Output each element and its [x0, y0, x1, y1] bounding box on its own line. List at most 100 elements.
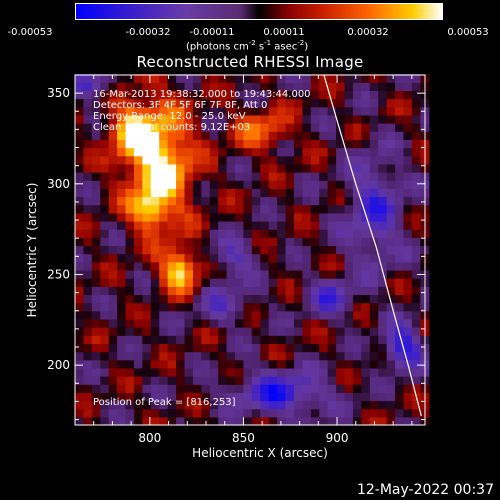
- heatmap-cell: [167, 172, 177, 181]
- heatmap-cell: [117, 367, 127, 377]
- heatmap-cell: [117, 74, 127, 83]
- heatmap-cell: [91, 302, 101, 312]
- heatmap-cell: [218, 237, 228, 247]
- heatmap-cell: [159, 204, 169, 214]
- heatmap-cell: [108, 384, 118, 393]
- heatmap-cell: [277, 294, 287, 304]
- heatmap-cell: [108, 139, 118, 149]
- heatmap-cell: [167, 359, 177, 369]
- heatmap-cell: [293, 204, 303, 214]
- heatmap-cell: [251, 172, 261, 181]
- heatmap-cell: [336, 74, 346, 83]
- heatmap-cell: [100, 98, 110, 108]
- heatmap-cell: [319, 269, 329, 279]
- heatmap-cell: [218, 269, 228, 279]
- heatmap-cell: [302, 139, 312, 149]
- heatmap-cell: [327, 261, 337, 271]
- heatmap-cell: [302, 318, 312, 328]
- heatmap-cell: [268, 147, 278, 157]
- heatmap-cell: [369, 155, 379, 165]
- heatmap-cell: [108, 367, 118, 377]
- heatmap-cell: [310, 416, 320, 426]
- heatmap-cell: [268, 163, 278, 173]
- heatmap-cell: [176, 335, 186, 344]
- heatmap-cell: [310, 196, 320, 206]
- heatmap-cell: [336, 376, 346, 385]
- heatmap-cell: [218, 416, 228, 426]
- heatmap-cell: [201, 359, 211, 369]
- heatmap-cell: [293, 172, 303, 181]
- heatmap-cell: [277, 147, 287, 157]
- heatmap-cell: [83, 220, 93, 230]
- heatmap-cell: [117, 302, 127, 312]
- info-time-range: 16-Mar-2013 19:38:32.000 to 19:43:44.000: [93, 89, 311, 100]
- heatmap-cell: [176, 318, 186, 328]
- heatmap-cell: [108, 327, 118, 336]
- heatmap-cell: [243, 253, 253, 263]
- heatmap-cell: [226, 343, 236, 353]
- heatmap-cell: [352, 245, 362, 255]
- heatmap-cell: [369, 163, 379, 173]
- heatmap-cell: [243, 180, 253, 189]
- heatmap-cell: [100, 229, 110, 238]
- heatmap-cell: [285, 376, 295, 385]
- heatmap-cell: [192, 74, 202, 83]
- heatmap-cell: [293, 98, 303, 108]
- heatmap-cell: [260, 82, 270, 92]
- heatmap-cell: [369, 106, 379, 116]
- heatmap-cell: [226, 392, 236, 402]
- heatmap-cell: [133, 212, 143, 222]
- heatmap-cell: [344, 204, 354, 214]
- heatmap-cell: [378, 359, 388, 369]
- heatmap-cell: [302, 196, 312, 206]
- heatmap-cell: [403, 400, 413, 410]
- heatmap-cell: [201, 302, 211, 312]
- heatmap-cell: [75, 376, 85, 385]
- heatmap-cell: [142, 261, 152, 271]
- heatmap-cell: [302, 212, 312, 222]
- heatmap-cell: [235, 310, 245, 320]
- heatmap-cell: [268, 139, 278, 149]
- heatmap-cell: [310, 286, 320, 296]
- heatmap-cell: [176, 278, 186, 287]
- heatmap-cell: [319, 343, 329, 353]
- heatmap-cell: [369, 351, 379, 361]
- heatmap-cell: [251, 392, 261, 402]
- heatmap-cell: [310, 253, 320, 263]
- heatmap-cell: [83, 229, 93, 238]
- heatmap-cell: [159, 351, 169, 361]
- heatmap-cell: [361, 220, 371, 230]
- heatmap-cell: [150, 212, 160, 222]
- heatmap-cell: [75, 82, 85, 92]
- heatmap-cell: [302, 294, 312, 304]
- heatmap-cell: [243, 310, 253, 320]
- heatmap-cell: [268, 220, 278, 230]
- heatmap-cell: [395, 318, 405, 328]
- heatmap-cell: [336, 269, 346, 279]
- heatmap-cell: [319, 278, 329, 287]
- heatmap-cell: [268, 188, 278, 198]
- heatmap-cell: [378, 237, 388, 247]
- heatmap-cell: [192, 123, 202, 132]
- heatmap-cell: [226, 253, 236, 263]
- heatmap-cell: [218, 90, 228, 100]
- heatmap-cell: [403, 310, 413, 320]
- heatmap-cell: [209, 351, 219, 361]
- heatmap-cell: [192, 367, 202, 377]
- heatmap-cell: [218, 114, 228, 124]
- heatmap-cell: [336, 310, 346, 320]
- heatmap-cell: [209, 261, 219, 271]
- heatmap-cell: [150, 237, 160, 247]
- heatmap-cell: [184, 123, 194, 132]
- heatmap-cell: [285, 343, 295, 353]
- heatmap-cell: [251, 286, 261, 296]
- heatmap-cell: [378, 351, 388, 361]
- heatmap-cell: [386, 245, 396, 255]
- heatmap-cell: [302, 147, 312, 157]
- heatmap-cell: [108, 82, 118, 92]
- heatmap-cell: [83, 408, 93, 418]
- heatmap-cell: [108, 400, 118, 410]
- heatmap-cell: [201, 327, 211, 336]
- heatmap-cell: [378, 172, 388, 181]
